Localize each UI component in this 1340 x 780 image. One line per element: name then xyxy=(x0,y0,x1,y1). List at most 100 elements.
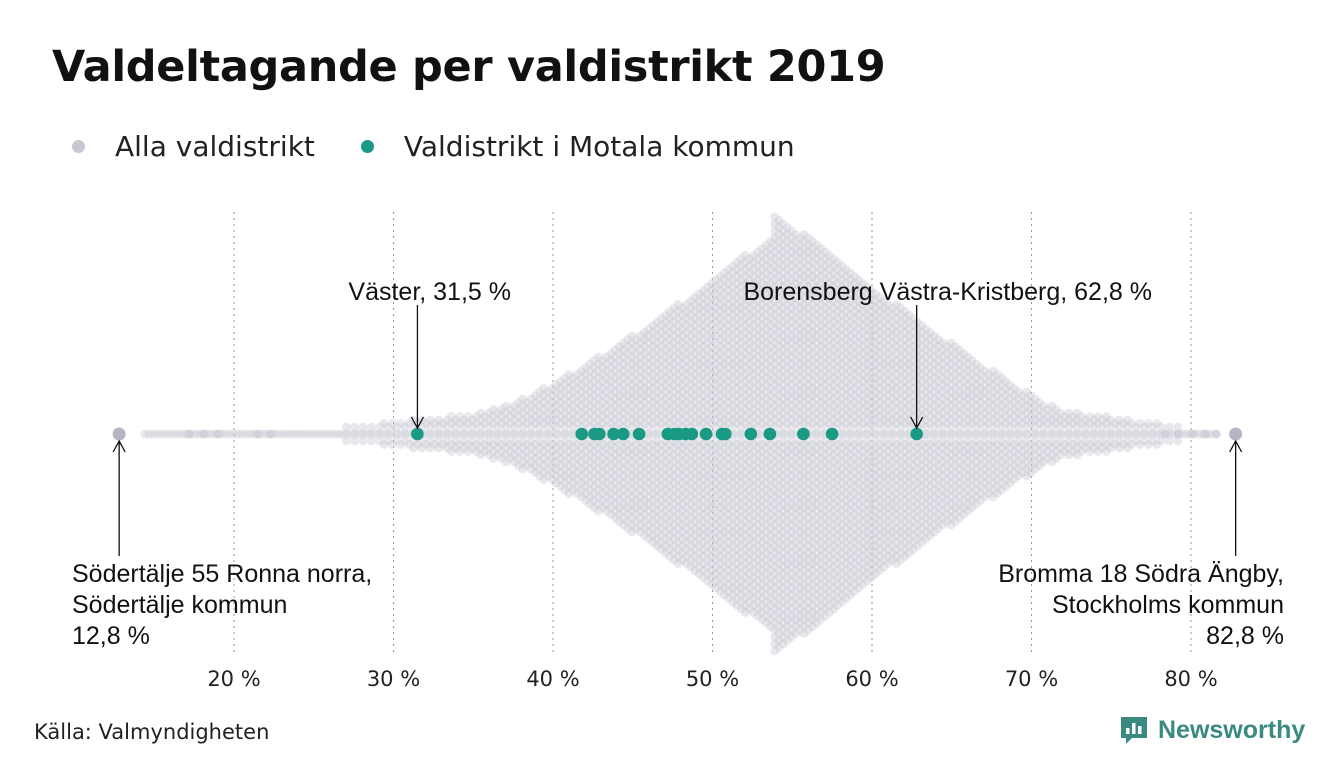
district-dot xyxy=(547,412,557,421)
district-dot xyxy=(530,454,540,463)
district-dot xyxy=(207,429,217,439)
district-dot xyxy=(585,387,595,397)
motala-district-dot xyxy=(763,427,777,441)
district-dot xyxy=(598,440,607,449)
district-dot xyxy=(312,429,322,439)
legend-item-motala: Valdistrikt i Motala kommun xyxy=(360,130,795,163)
district-dot xyxy=(564,440,574,449)
district-dot xyxy=(291,429,301,439)
district-dot xyxy=(560,408,570,418)
district-dot xyxy=(606,349,616,358)
district-dot xyxy=(341,429,351,439)
brand-name: Newsworthy xyxy=(1158,715,1306,744)
district-dot xyxy=(400,422,410,432)
district-dot xyxy=(526,457,536,467)
district-dot xyxy=(585,373,595,383)
district-dot xyxy=(606,503,616,512)
district-dot xyxy=(526,408,536,418)
district-dot xyxy=(572,384,582,393)
district-dot xyxy=(476,443,486,453)
district-dot xyxy=(610,471,620,481)
district-dot xyxy=(627,471,637,481)
district-dot xyxy=(627,394,637,404)
district-dot xyxy=(635,464,645,474)
district-dot xyxy=(585,499,595,509)
district-dot xyxy=(631,398,641,407)
district-dot xyxy=(547,419,557,428)
district-dot xyxy=(514,447,523,456)
district-dot xyxy=(568,394,578,404)
district-dot xyxy=(614,412,624,421)
district-dot xyxy=(421,419,431,428)
district-dot xyxy=(568,485,578,495)
district-dot xyxy=(509,443,519,453)
district-dot xyxy=(283,429,292,439)
district-dot xyxy=(589,489,599,498)
district-dot xyxy=(446,447,456,456)
district-dot xyxy=(568,464,578,474)
district-dot xyxy=(623,419,633,428)
district-dot xyxy=(543,408,553,418)
district-dot xyxy=(556,468,565,477)
motala-district-dot xyxy=(411,427,424,441)
district-dot xyxy=(556,419,565,428)
district-dot xyxy=(560,394,570,404)
district-dot xyxy=(476,408,486,418)
district-dot xyxy=(572,412,582,421)
district-dot xyxy=(602,443,612,453)
district-dot xyxy=(614,447,624,456)
district-dot xyxy=(543,436,553,446)
district-dot xyxy=(455,419,465,428)
district-dot xyxy=(467,429,477,439)
district-dot xyxy=(472,419,481,428)
district-dot xyxy=(614,496,624,505)
district-dot xyxy=(606,363,616,372)
district-dot xyxy=(522,412,532,421)
district-dot xyxy=(598,475,607,484)
district-dot xyxy=(253,429,263,439)
district-dot xyxy=(627,422,637,432)
district-dot xyxy=(547,391,557,400)
district-dot xyxy=(358,436,368,446)
district-dot xyxy=(593,457,603,467)
district-dot xyxy=(602,415,612,425)
district-dot xyxy=(547,454,557,463)
district-dot xyxy=(606,384,616,393)
district-dot xyxy=(434,436,444,446)
district-dot xyxy=(526,436,536,446)
district-dot xyxy=(577,457,586,467)
district-dot xyxy=(631,524,641,533)
district-dot xyxy=(606,391,616,400)
district-dot xyxy=(593,443,603,453)
district-dot xyxy=(220,429,229,439)
district-dot xyxy=(631,391,641,400)
district-dot xyxy=(413,440,423,449)
district-dot xyxy=(392,436,402,446)
district-dot xyxy=(564,391,574,400)
district-dot xyxy=(581,482,591,491)
district-dot xyxy=(564,412,574,421)
district-dot xyxy=(539,461,549,470)
district-dot xyxy=(371,429,381,439)
district-dot xyxy=(635,338,645,348)
district-dot xyxy=(577,408,586,418)
district-dot xyxy=(572,405,582,414)
district-dot xyxy=(383,422,393,432)
district-dot xyxy=(572,370,582,379)
district-dot xyxy=(522,454,532,463)
district-dot xyxy=(446,440,456,449)
district-dot xyxy=(581,447,591,456)
district-dot xyxy=(543,464,553,474)
district-dot xyxy=(266,429,276,439)
district-dot xyxy=(589,412,599,421)
district-dot xyxy=(635,387,645,397)
district-dot xyxy=(598,405,607,414)
district-dot xyxy=(635,401,645,411)
district-dot xyxy=(547,475,557,484)
district-dot xyxy=(598,412,607,421)
district-dot xyxy=(438,429,448,439)
district-dot xyxy=(497,454,507,463)
district-dot xyxy=(514,429,523,439)
district-dot xyxy=(560,457,570,467)
district-dot xyxy=(169,429,179,439)
